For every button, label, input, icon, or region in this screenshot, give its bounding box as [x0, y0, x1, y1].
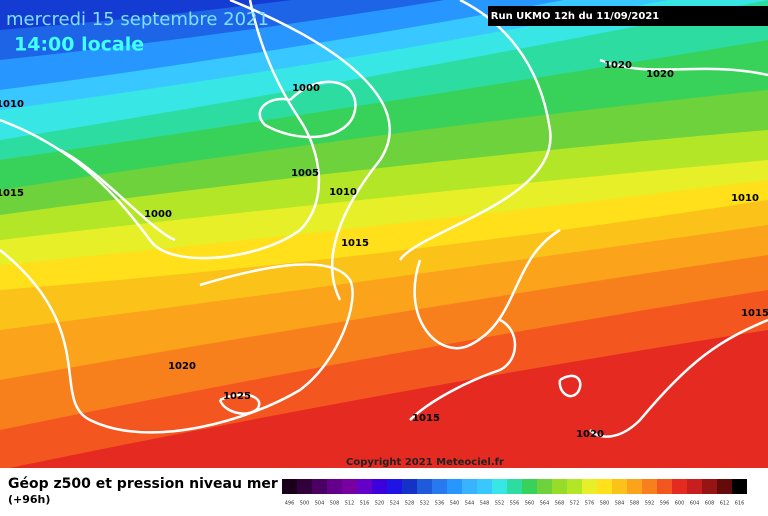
isobar-label: 1005: [291, 168, 319, 179]
run-label: Run UKMO 12h du 11/09/2021: [491, 11, 660, 22]
scale-swatch: [657, 479, 672, 494]
scale-label: 516: [360, 501, 370, 507]
scale-label: 572: [570, 501, 580, 507]
scale-swatch: [717, 479, 732, 494]
scale-swatch: [282, 479, 297, 494]
scale-label: 524: [390, 501, 400, 507]
scale-label: 520: [375, 501, 385, 507]
scale-label: 604: [690, 501, 700, 507]
scale-swatch: [387, 479, 402, 494]
scale-label: 596: [660, 501, 670, 507]
scale-label: 568: [555, 501, 565, 507]
scale-swatch: [432, 479, 447, 494]
isobar-label: 1025: [223, 391, 251, 402]
scale-label: 548: [480, 501, 490, 507]
copyright: Copyright 2021 Meteociel.fr: [346, 457, 504, 468]
scale-swatch: [402, 479, 417, 494]
isobar-label: 1020: [646, 69, 674, 80]
isobar-label: 1015: [0, 188, 24, 199]
scale-label: 564: [540, 501, 550, 507]
field-band: [0, 0, 768, 60]
scale-label: 552: [495, 501, 505, 507]
scale-label: 556: [510, 501, 520, 507]
scale-swatch: [342, 479, 357, 494]
isobar-labels: 1020 1020 1010 1000 1015 1005 1010 1000 1015 1010…: [0, 60, 768, 440]
legend-title: Géop z500 et pression niveau mer: [8, 476, 278, 492]
scale-swatch: [447, 479, 462, 494]
scale-swatch: [627, 479, 642, 494]
scale-swatch: [702, 479, 717, 494]
scale-swatch: [312, 479, 327, 494]
scale-swatch: [672, 479, 687, 494]
scale-label: 584: [615, 501, 625, 507]
scale-swatch: [462, 479, 477, 494]
scale-swatch: [372, 479, 387, 494]
isobar-label: 1000: [144, 209, 172, 220]
scale-label: 508: [330, 501, 340, 507]
scale-label: 500: [300, 501, 310, 507]
scale-swatch: [582, 479, 597, 494]
scale-swatch: [642, 479, 657, 494]
isobar-label: 1020: [604, 60, 632, 71]
legend-subtitle: (+96h): [8, 493, 50, 506]
scale-swatch: [507, 479, 522, 494]
time-title: 14:00 locale: [14, 34, 144, 56]
scale-label: 576: [585, 501, 595, 507]
isobar-label: 1020: [576, 429, 604, 440]
scale-label: 504: [315, 501, 325, 507]
scale-swatch: [492, 479, 507, 494]
scale-label: 512: [345, 501, 355, 507]
scale-swatch: [732, 479, 747, 494]
date-title: mercredi 15 septembre 2021: [6, 9, 269, 30]
scale-swatch: [327, 479, 342, 494]
scale-swatch: [597, 479, 612, 494]
scale-label: 528: [405, 501, 415, 507]
scale-swatch: [297, 479, 312, 494]
scale-label: 608: [705, 501, 715, 507]
scale-swatch: [612, 479, 627, 494]
run-box: [488, 6, 768, 26]
scale-swatch: [417, 479, 432, 494]
scale-label: 532: [420, 501, 430, 507]
isobar-label: 1015: [341, 238, 369, 249]
color-scale: 496 500 504 508 512 516 520 524 528 532 536 540 544 5…: [282, 479, 747, 507]
scale-swatch: [477, 479, 492, 494]
scale-label: 540: [450, 501, 460, 507]
scale-swatch: [522, 479, 537, 494]
isobar-label: 1015: [741, 308, 768, 319]
scale-label: 496: [285, 501, 295, 507]
scale-swatch: [357, 479, 372, 494]
scale-swatch: [552, 479, 567, 494]
scale-label: 560: [525, 501, 535, 507]
isobar-label: 1020: [168, 361, 196, 372]
isobar-label: 1010: [329, 187, 357, 198]
isobar-label: 1015: [412, 413, 440, 424]
scale-label: 544: [465, 501, 475, 507]
scale-swatch: [687, 479, 702, 494]
scale-label: 612: [720, 501, 730, 507]
scale-label: 592: [645, 501, 655, 507]
isobar-label: 1010: [731, 193, 759, 204]
isobar-label: 1000: [292, 83, 320, 94]
isobars: [0, 0, 768, 438]
scale-swatch: [537, 479, 552, 494]
scale-label: 616: [735, 501, 745, 507]
scale-label: 536: [435, 501, 445, 507]
scale-label: 580: [600, 501, 610, 507]
scale-label: 600: [675, 501, 685, 507]
field-band: [0, 0, 768, 30]
isobar-label: 1010: [0, 99, 24, 110]
scale-swatch: [567, 479, 582, 494]
scale-label: 588: [630, 501, 640, 507]
